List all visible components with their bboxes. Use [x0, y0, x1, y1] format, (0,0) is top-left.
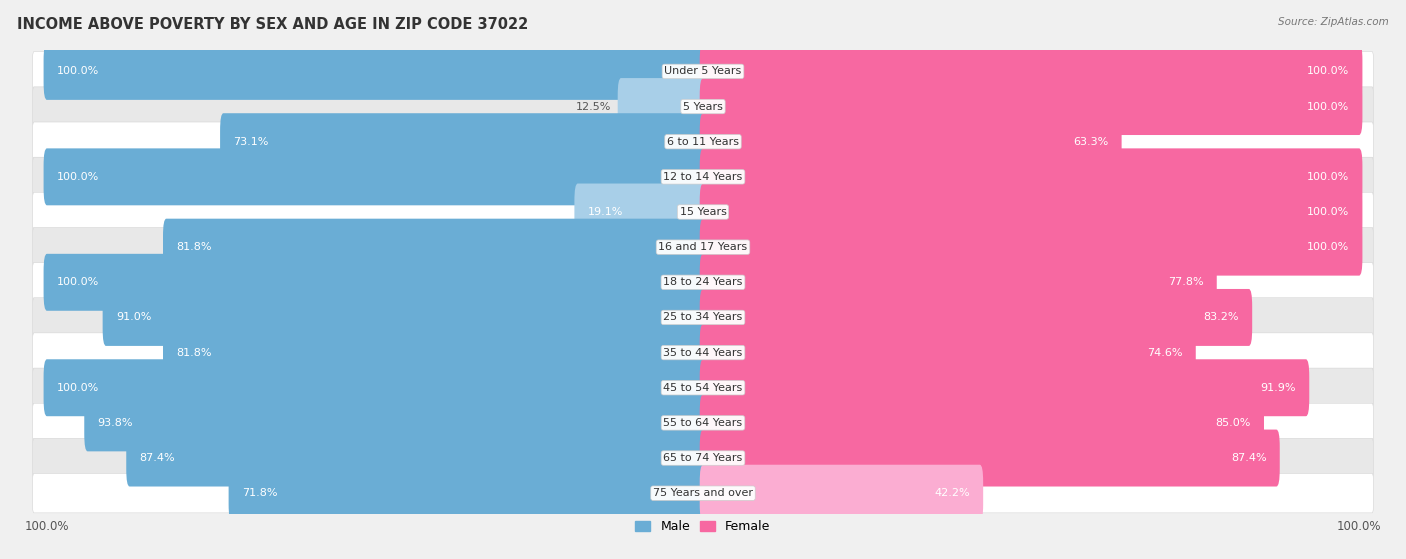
Text: 77.8%: 77.8%	[1168, 277, 1204, 287]
FancyBboxPatch shape	[32, 228, 1374, 267]
FancyBboxPatch shape	[32, 473, 1374, 513]
Text: 6 to 11 Years: 6 to 11 Years	[666, 137, 740, 146]
FancyBboxPatch shape	[700, 148, 1362, 205]
FancyBboxPatch shape	[44, 359, 706, 416]
Text: Source: ZipAtlas.com: Source: ZipAtlas.com	[1278, 17, 1389, 27]
FancyBboxPatch shape	[163, 219, 706, 276]
FancyBboxPatch shape	[103, 289, 706, 346]
Text: 81.8%: 81.8%	[176, 348, 212, 358]
Text: 63.3%: 63.3%	[1073, 137, 1108, 146]
Text: 100.0%: 100.0%	[1308, 102, 1350, 112]
Text: 85.0%: 85.0%	[1216, 418, 1251, 428]
Text: 74.6%: 74.6%	[1147, 348, 1182, 358]
FancyBboxPatch shape	[700, 219, 1362, 276]
Legend: Male, Female: Male, Female	[630, 515, 776, 538]
FancyBboxPatch shape	[44, 254, 706, 311]
Text: 73.1%: 73.1%	[233, 137, 269, 146]
Text: 100.0%: 100.0%	[1308, 67, 1350, 77]
Text: 93.8%: 93.8%	[97, 418, 134, 428]
Text: Under 5 Years: Under 5 Years	[665, 67, 741, 77]
Text: 12.5%: 12.5%	[576, 102, 612, 112]
Text: INCOME ABOVE POVERTY BY SEX AND AGE IN ZIP CODE 37022: INCOME ABOVE POVERTY BY SEX AND AGE IN Z…	[17, 17, 529, 32]
FancyBboxPatch shape	[700, 465, 983, 522]
Text: 87.4%: 87.4%	[139, 453, 174, 463]
Text: 100.0%: 100.0%	[56, 67, 98, 77]
FancyBboxPatch shape	[700, 359, 1309, 416]
Text: 87.4%: 87.4%	[1232, 453, 1267, 463]
Text: 12 to 14 Years: 12 to 14 Years	[664, 172, 742, 182]
Text: 25 to 34 Years: 25 to 34 Years	[664, 312, 742, 323]
FancyBboxPatch shape	[617, 78, 706, 135]
Text: 18 to 24 Years: 18 to 24 Years	[664, 277, 742, 287]
FancyBboxPatch shape	[700, 324, 1195, 381]
Text: 100.0%: 100.0%	[1308, 242, 1350, 252]
FancyBboxPatch shape	[700, 183, 1362, 240]
Text: 100.0%: 100.0%	[56, 383, 98, 393]
Text: 75 Years and over: 75 Years and over	[652, 488, 754, 498]
FancyBboxPatch shape	[700, 254, 1216, 311]
FancyBboxPatch shape	[32, 298, 1374, 337]
Text: 5 Years: 5 Years	[683, 102, 723, 112]
FancyBboxPatch shape	[700, 289, 1253, 346]
FancyBboxPatch shape	[700, 113, 1122, 170]
Text: 100.0%: 100.0%	[1308, 172, 1350, 182]
Text: 91.9%: 91.9%	[1261, 383, 1296, 393]
Text: 16 and 17 Years: 16 and 17 Years	[658, 242, 748, 252]
FancyBboxPatch shape	[32, 52, 1374, 91]
Text: 83.2%: 83.2%	[1204, 312, 1239, 323]
Text: 65 to 74 Years: 65 to 74 Years	[664, 453, 742, 463]
FancyBboxPatch shape	[163, 324, 706, 381]
Text: 71.8%: 71.8%	[242, 488, 277, 498]
Text: 100.0%: 100.0%	[1308, 207, 1350, 217]
FancyBboxPatch shape	[32, 403, 1374, 443]
FancyBboxPatch shape	[44, 43, 706, 100]
Text: 100.0%: 100.0%	[56, 172, 98, 182]
FancyBboxPatch shape	[32, 438, 1374, 478]
FancyBboxPatch shape	[32, 333, 1374, 372]
FancyBboxPatch shape	[32, 192, 1374, 231]
FancyBboxPatch shape	[229, 465, 706, 522]
FancyBboxPatch shape	[700, 395, 1264, 451]
Text: 19.1%: 19.1%	[588, 207, 623, 217]
FancyBboxPatch shape	[32, 368, 1374, 408]
Text: 91.0%: 91.0%	[115, 312, 150, 323]
FancyBboxPatch shape	[700, 429, 1279, 486]
FancyBboxPatch shape	[84, 395, 706, 451]
Text: 42.2%: 42.2%	[935, 488, 970, 498]
FancyBboxPatch shape	[700, 78, 1362, 135]
FancyBboxPatch shape	[700, 43, 1362, 100]
FancyBboxPatch shape	[32, 87, 1374, 126]
FancyBboxPatch shape	[32, 263, 1374, 302]
FancyBboxPatch shape	[127, 429, 706, 486]
Text: 100.0%: 100.0%	[56, 277, 98, 287]
Text: 81.8%: 81.8%	[176, 242, 212, 252]
FancyBboxPatch shape	[575, 183, 706, 240]
Text: 35 to 44 Years: 35 to 44 Years	[664, 348, 742, 358]
Text: 15 Years: 15 Years	[679, 207, 727, 217]
FancyBboxPatch shape	[32, 122, 1374, 162]
Text: 55 to 64 Years: 55 to 64 Years	[664, 418, 742, 428]
Text: 45 to 54 Years: 45 to 54 Years	[664, 383, 742, 393]
FancyBboxPatch shape	[44, 148, 706, 205]
FancyBboxPatch shape	[221, 113, 706, 170]
FancyBboxPatch shape	[32, 157, 1374, 197]
